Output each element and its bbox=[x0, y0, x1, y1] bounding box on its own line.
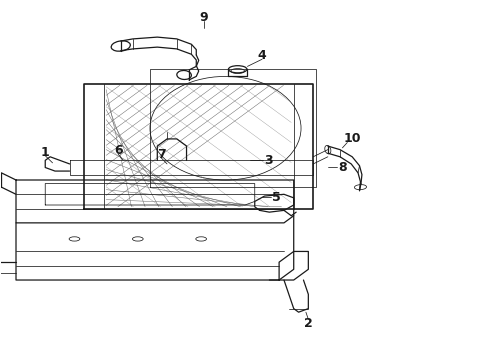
Text: 2: 2 bbox=[304, 317, 313, 330]
Text: 6: 6 bbox=[114, 144, 122, 157]
Text: 7: 7 bbox=[157, 148, 166, 161]
Text: 5: 5 bbox=[272, 191, 281, 204]
Text: 1: 1 bbox=[41, 146, 49, 159]
Text: 3: 3 bbox=[264, 154, 273, 167]
Text: 9: 9 bbox=[199, 11, 208, 24]
Text: 4: 4 bbox=[258, 49, 267, 62]
Text: 8: 8 bbox=[338, 161, 347, 174]
Text: 10: 10 bbox=[343, 132, 361, 145]
